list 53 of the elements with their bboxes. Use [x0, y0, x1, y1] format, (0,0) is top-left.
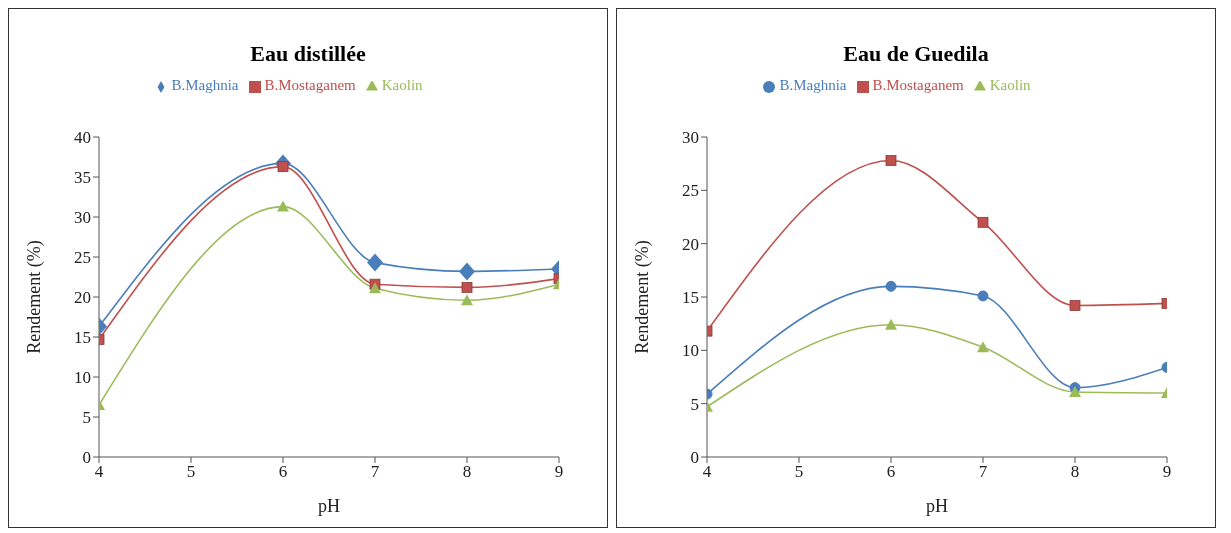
x-tick-label: 9: [1162, 462, 1172, 482]
y-tick-label: 20: [682, 234, 699, 254]
y-tick-label: 15: [74, 328, 91, 348]
y-tick-label: 15: [682, 288, 699, 308]
point: [977, 341, 989, 353]
point: [885, 155, 897, 166]
y-tick-label: 35: [74, 168, 91, 188]
point: [369, 282, 381, 294]
point: [885, 318, 897, 330]
y-tick-label: 30: [682, 128, 699, 148]
y-tick-label: 0: [82, 448, 91, 468]
y-tick-label: 5: [82, 408, 91, 428]
x-tick-label: 6: [278, 462, 288, 482]
x-tick-label: 6: [886, 462, 896, 482]
point: [367, 253, 383, 272]
legend-label: Kaolin: [989, 77, 1031, 93]
point: [977, 290, 989, 302]
y-tick-label: 30: [74, 208, 91, 228]
x-tick-label: 9: [554, 462, 564, 482]
x-axis-title: pH: [318, 496, 340, 516]
point: [459, 262, 475, 281]
chart-title: Eau de Guedila: [842, 41, 990, 67]
x-tick-label: 7: [978, 462, 988, 482]
x-tick-label: 5: [794, 462, 804, 482]
point: [977, 216, 989, 228]
chart-title: Eau distillée: [249, 41, 367, 67]
y-tick-label: 20: [74, 288, 91, 308]
x-tick-label: 7: [370, 462, 380, 482]
y-tick-label: 25: [682, 181, 699, 201]
x-tick-label: 8: [462, 462, 472, 482]
point: [1069, 300, 1081, 311]
y-axis-title: Rendement (%): [632, 240, 654, 354]
y-tick-label: 10: [682, 341, 699, 361]
x-tick-label: 4: [94, 462, 104, 482]
x-tick-label: 8: [1070, 462, 1080, 482]
legend-label: B.Maghnia: [779, 77, 847, 93]
x-axis-title: pH: [926, 496, 948, 516]
legend-label: Kaolin: [381, 77, 423, 93]
point: [461, 294, 473, 306]
x-tick-label: 5: [186, 462, 196, 482]
legend-label: B.Mostaganem: [872, 77, 964, 93]
y-tick-label: 0: [690, 448, 699, 468]
y-tick-label: 25: [74, 248, 91, 268]
point: [277, 200, 289, 212]
point: [461, 282, 473, 293]
legend-label: B.Mostaganem: [264, 77, 356, 93]
y-tick-label: 5: [690, 394, 699, 414]
point: [885, 280, 897, 292]
x-tick-label: 4: [702, 462, 712, 482]
y-tick-label: 40: [74, 128, 91, 148]
y-tick-label: 10: [74, 368, 91, 388]
y-axis-title: Rendement (%): [24, 240, 46, 354]
legend-label: B.Maghnia: [171, 77, 239, 93]
